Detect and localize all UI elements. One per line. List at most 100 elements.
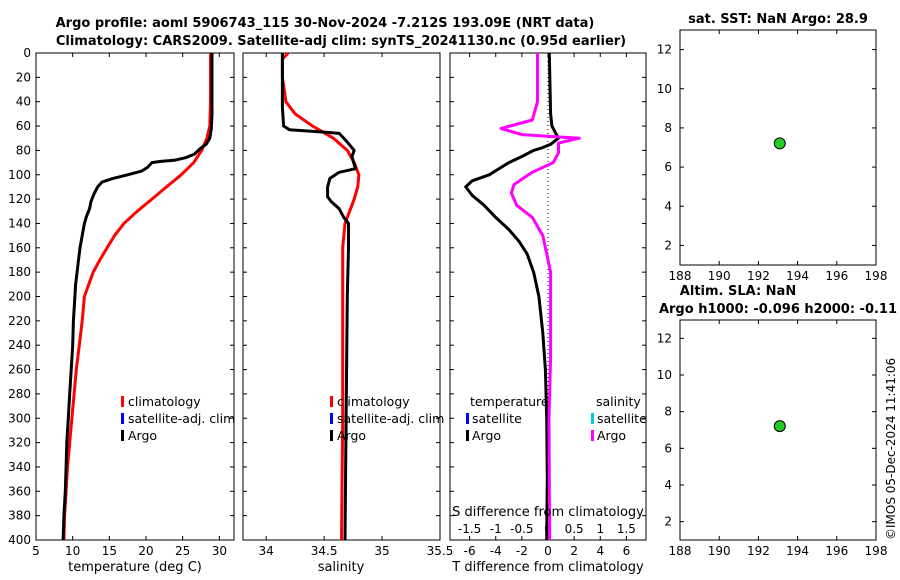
y-tick-label: 380 bbox=[8, 509, 31, 523]
y-tick-label: 220 bbox=[8, 314, 31, 328]
x-tick-label: 188 bbox=[669, 269, 692, 283]
axes-frame bbox=[679, 29, 877, 266]
legend-title-salinity: salinity bbox=[596, 394, 641, 409]
legend-label: satellite-adj. clim bbox=[128, 411, 235, 426]
legend-label: Argo bbox=[128, 428, 157, 443]
y-tick-label: 340 bbox=[8, 460, 31, 474]
legend-label: Argo bbox=[597, 428, 626, 443]
series-line-argo-s bbox=[499, 53, 581, 541]
legend-swatch-climatology bbox=[330, 396, 333, 407]
x-tick-label: 2 bbox=[570, 544, 578, 558]
legend-swatch-argo bbox=[121, 430, 124, 441]
float-position-marker bbox=[773, 420, 786, 433]
x-tick-label: 34.5 bbox=[311, 544, 338, 558]
s-diff-tick-label: -1 bbox=[490, 522, 502, 536]
altim-sla-title: Altim. SLA: NaN bbox=[680, 284, 796, 299]
temperature-panel: 0 20 40 60 80 100 120 140 160 180 200 220 240 260 280 3… bbox=[8, 46, 235, 558]
legend-swatch-satellite-s bbox=[591, 413, 594, 424]
y-tick-label: 12 bbox=[657, 331, 672, 345]
y-tick-label: 10 bbox=[657, 82, 672, 96]
legend-label: satellite bbox=[472, 411, 522, 426]
imos-timestamp: ©IMOS 05-Dec-2024 11:41:06 bbox=[884, 358, 898, 540]
t-difference-xlabel: T difference from climatology bbox=[451, 560, 644, 575]
y-tick-label: 20 bbox=[16, 70, 31, 84]
s-diff-tick-label: -0.5 bbox=[510, 522, 533, 536]
s-difference-xlabel: S difference from climatology bbox=[452, 505, 644, 520]
x-tick-label: 30 bbox=[212, 544, 227, 558]
y-tick-label: 2 bbox=[664, 515, 672, 529]
y-tick-label: 180 bbox=[8, 265, 31, 279]
legend-swatch-argo bbox=[330, 430, 333, 441]
x-tick-label: 15 bbox=[102, 544, 117, 558]
y-tick-label: 300 bbox=[8, 411, 31, 425]
axes-frame bbox=[679, 319, 877, 541]
y-tick-label: 240 bbox=[8, 338, 31, 352]
x-tick-label: 188 bbox=[669, 544, 692, 558]
x-tick-label: 5 bbox=[32, 544, 40, 558]
x-tick-label: 192 bbox=[747, 269, 770, 283]
x-tick-label: 190 bbox=[708, 269, 731, 283]
legend-title-temperature: temperature bbox=[470, 394, 549, 409]
y-tick-label: 120 bbox=[8, 192, 31, 206]
x-tick-label: 198 bbox=[865, 269, 888, 283]
y-tick-label: 12 bbox=[657, 43, 672, 57]
x-tick-label: 0 bbox=[544, 544, 552, 558]
y-tick-label: 0 bbox=[23, 46, 31, 60]
y-tick-label: 320 bbox=[8, 436, 31, 450]
y-tick-label: 80 bbox=[16, 143, 31, 157]
sat-sst-panel: 188 190 192 194 196 198 2 4 6 8 10 12 bbox=[657, 29, 888, 283]
salinity-legend: climatology satellite-adj. clim Argo bbox=[330, 394, 444, 443]
y-tick-label: 8 bbox=[664, 121, 672, 135]
temperature-legend: climatology satellite-adj. clim Argo bbox=[121, 394, 235, 443]
legend-swatch-sat-adj bbox=[121, 413, 124, 424]
y-tick-label: 360 bbox=[8, 484, 31, 498]
series-line-argo-t bbox=[464, 52, 560, 541]
legend-swatch-argo-s bbox=[591, 430, 594, 441]
y-tick-label: 2 bbox=[664, 238, 672, 252]
legend-label: Argo bbox=[337, 428, 366, 443]
x-tick-label: 194 bbox=[786, 544, 809, 558]
x-tick-label: 35.5 bbox=[427, 544, 454, 558]
legend-swatch-sat-adj bbox=[330, 413, 333, 424]
y-tick-label: 10 bbox=[657, 368, 672, 382]
s-diff-tick-label: 1.5 bbox=[617, 522, 636, 536]
x-tick-label: -2 bbox=[516, 544, 528, 558]
x-tick-label: 198 bbox=[865, 544, 888, 558]
legend-label: Argo bbox=[472, 428, 501, 443]
x-tick-label: 196 bbox=[825, 544, 848, 558]
legend-swatch-satellite-t bbox=[466, 413, 469, 424]
y-tick-label: 60 bbox=[16, 119, 31, 133]
legend-label: satellite-adj. clim bbox=[337, 411, 444, 426]
y-tick-label: 280 bbox=[8, 387, 31, 401]
y-tick-label: 160 bbox=[8, 241, 31, 255]
x-tick-label: -4 bbox=[490, 544, 502, 558]
altim-sla-panel: 188 190 192 194 196 198 2 4 6 8 10 12 bbox=[657, 319, 888, 558]
series-line-argo bbox=[61, 53, 214, 541]
temperature-xlabel: temperature (deg C) bbox=[68, 560, 202, 575]
float-position-marker bbox=[773, 137, 786, 150]
y-tick-label: 8 bbox=[664, 405, 672, 419]
title-line-1: Argo profile: aoml 5906743_115 30-Nov-20… bbox=[56, 16, 595, 31]
legend-label: climatology bbox=[128, 394, 201, 409]
y-tick-label: 4 bbox=[664, 478, 672, 492]
title-line-2: Climatology: CARS2009. Satellite-adj cli… bbox=[56, 34, 626, 49]
y-tick-label: 6 bbox=[664, 441, 672, 455]
legend-label: satellite bbox=[597, 411, 647, 426]
difference-panel: -6 -4 -2 0 2 4 6-1.5 -1 -0.5 0 0.5 1 1.5 bbox=[449, 52, 647, 558]
s-diff-tick-label: -1.5 bbox=[458, 522, 481, 536]
y-tick-label: 400 bbox=[8, 533, 31, 547]
x-tick-label: 20 bbox=[138, 544, 153, 558]
y-tick-label: 4 bbox=[664, 199, 672, 213]
salinity-panel: 34 34.5 35 35.5 bbox=[242, 51, 454, 558]
legend-swatch-climatology bbox=[121, 396, 124, 407]
legend-label: climatology bbox=[337, 394, 410, 409]
sat-sst-title: sat. SST: NaN Argo: 28.9 bbox=[688, 12, 868, 27]
series-line-argo bbox=[280, 53, 357, 541]
altim-sla-subtitle: Argo h1000: -0.096 h2000: -0.11 bbox=[659, 302, 897, 317]
x-tick-label: 192 bbox=[747, 544, 770, 558]
x-tick-label: 10 bbox=[65, 544, 80, 558]
series-line-climatology bbox=[62, 53, 212, 541]
x-tick-label: 190 bbox=[708, 544, 731, 558]
s-diff-tick-label: 1 bbox=[596, 522, 604, 536]
